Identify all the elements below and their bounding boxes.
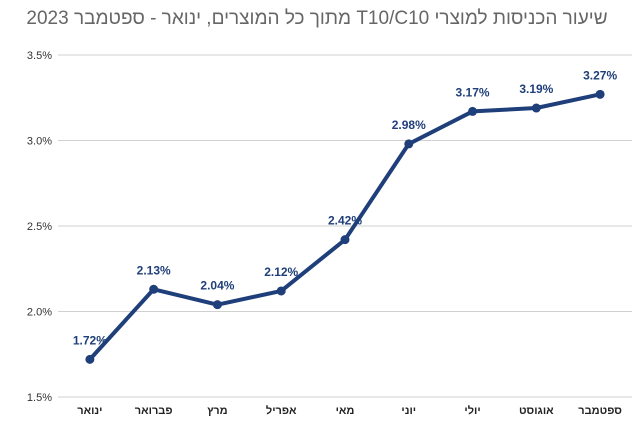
y-tick-label: 2.5% (27, 221, 52, 233)
data-point (404, 139, 414, 149)
x-tick-label: ספטמבר (578, 405, 622, 417)
data-point (276, 286, 286, 296)
y-tick-label: 3.0% (27, 136, 52, 148)
data-label: 2.42% (328, 214, 362, 228)
data-point (340, 235, 350, 245)
data-label: 3.17% (456, 85, 490, 99)
data-label: 3.27% (583, 68, 617, 82)
data-point (531, 103, 541, 113)
data-label: 3.19% (519, 82, 553, 96)
data-label: 2.04% (200, 279, 234, 293)
chart-title: שיעור הכניסות למוצרי T10/C10 מתוך כל המו… (26, 8, 608, 29)
x-tick-label: ינואר (77, 405, 102, 417)
data-point (149, 284, 159, 294)
data-point (85, 354, 95, 364)
x-tick-label: אפריל (266, 404, 297, 417)
y-tick-label: 3.5% (27, 50, 52, 62)
y-tick-label: 2.0% (27, 307, 52, 319)
x-tick-label: אוגוסט (519, 405, 554, 417)
x-tick-label: פברואר (135, 405, 173, 417)
data-label: 2.12% (264, 265, 298, 279)
data-label: 2.13% (137, 263, 171, 277)
x-tick-label: יוני (401, 405, 416, 417)
data-label: 1.72% (73, 333, 107, 347)
y-tick-label: 1.5% (27, 392, 52, 404)
data-label: 2.98% (392, 118, 426, 132)
data-point (468, 106, 478, 116)
x-tick-label: יולי (464, 404, 480, 417)
data-point (595, 89, 605, 99)
data-point (212, 300, 222, 310)
x-tick-label: מאי (336, 405, 355, 417)
x-tick-label: מרץ (207, 405, 227, 417)
